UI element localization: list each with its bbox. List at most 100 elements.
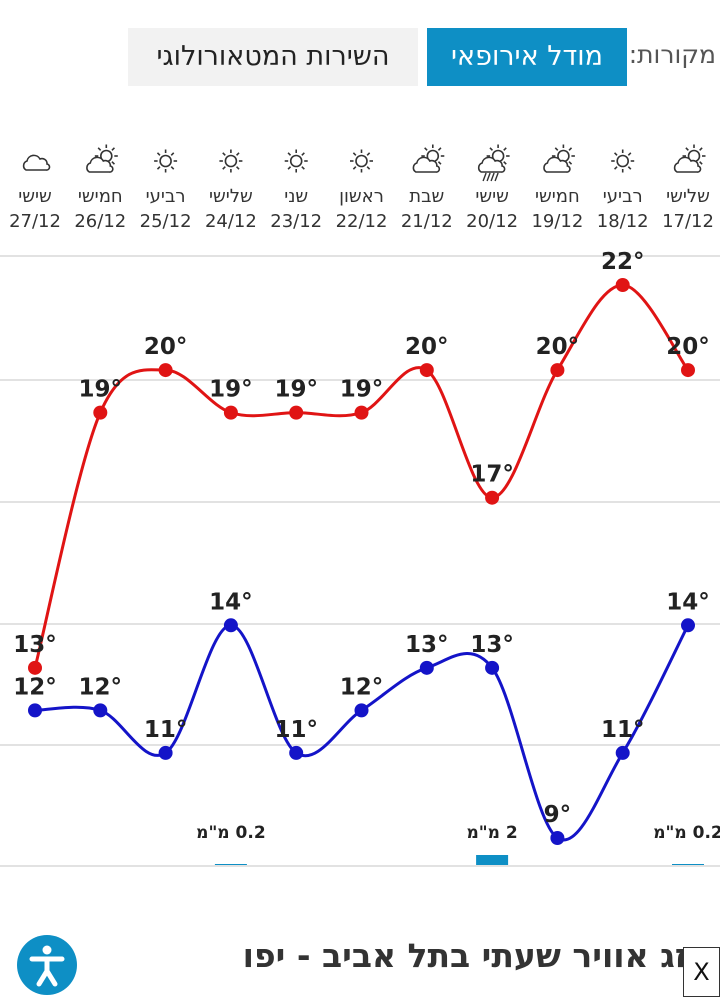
high-label: 19° [340, 377, 384, 403]
day-icon [154, 149, 178, 173]
icon-ray [614, 152, 618, 156]
high-label: 22° [601, 249, 645, 275]
high-label: 17° [470, 462, 514, 488]
accessibility-button[interactable] [17, 935, 77, 995]
low-point [419, 660, 434, 675]
icon-cloud [86, 156, 114, 173]
low-label: 13° [470, 632, 514, 658]
icon-rain [486, 172, 491, 182]
tab-active[interactable]: מודל אירופאי [427, 28, 627, 86]
low-point [289, 745, 304, 760]
accessibility-head [42, 945, 52, 955]
low-label: 9° [544, 802, 572, 828]
day-icon [412, 144, 445, 173]
day-date: 18/12 [597, 211, 649, 232]
day-icon [22, 154, 51, 171]
icon-ray [222, 166, 226, 170]
low-label: 14° [209, 589, 253, 615]
high-point [93, 405, 108, 420]
day-name: רביעי [146, 186, 186, 207]
day-date: 17/12 [662, 211, 714, 232]
high-point [158, 363, 173, 378]
high-label: 20° [536, 334, 580, 360]
icon-ray [685, 147, 689, 151]
day-date: 22/12 [336, 211, 388, 232]
icon-ray [352, 166, 357, 170]
high-point [615, 278, 630, 292]
low-label: 14° [666, 589, 710, 615]
low-label: 12° [340, 674, 384, 700]
low-point [93, 703, 108, 718]
day-name: חמישי [78, 186, 123, 207]
day-date: 20/12 [466, 211, 518, 232]
high-point [223, 405, 238, 420]
icon-ray [156, 166, 161, 170]
icon-ray [235, 152, 240, 156]
day-icon [543, 144, 575, 173]
high-point [28, 660, 42, 675]
icon-ray [235, 166, 240, 170]
icon-sun [289, 154, 303, 168]
icon-ray [568, 147, 573, 151]
low-label: 12° [79, 674, 123, 700]
icon-ray [424, 147, 428, 151]
day-date: 21/12 [401, 211, 453, 232]
low-label: 11° [601, 717, 645, 743]
icon-ray [699, 147, 703, 151]
high-label: 13° [13, 632, 57, 658]
icon-ray [366, 166, 371, 170]
low-label: 11° [144, 717, 188, 743]
icon-ray [489, 147, 494, 151]
day-name: חמישי [535, 186, 580, 207]
icon-ray [699, 161, 703, 165]
icon-ray [111, 161, 115, 165]
low-point [681, 618, 695, 633]
day-name: שישי [18, 186, 52, 207]
icon-ray [97, 147, 102, 151]
day-name: שלישי [209, 186, 253, 207]
icon-rain [490, 172, 495, 182]
day-name: רביעי [603, 186, 643, 207]
high-point [681, 363, 695, 378]
high-label: 19° [274, 377, 318, 403]
close-button[interactable]: X [683, 947, 720, 997]
icon-ray [156, 152, 161, 156]
precip-bar [476, 855, 509, 865]
icon-ray [352, 152, 357, 156]
icon-cloud [673, 156, 702, 173]
day-date: 25/12 [140, 211, 192, 232]
icon-rain [494, 172, 499, 182]
day-icon [477, 144, 510, 182]
tab[interactable]: השירות המטאורולוגי [128, 28, 418, 86]
low-label: 11° [274, 717, 318, 743]
icon-ray [111, 147, 115, 151]
high-label: 20° [405, 334, 449, 360]
day-date: 27/12 [9, 211, 61, 232]
high-label: 20° [666, 334, 710, 360]
day-name: שישי [475, 186, 509, 207]
low-point [485, 660, 500, 675]
icon-ray [503, 147, 507, 151]
precip-label: 2 מ"מ [466, 823, 517, 843]
forecast-chart: שלישי 17/12 רביעי 18/12 חמישי 19/12 שישי 20/12 ש… [0, 144, 720, 867]
day-date: 23/12 [270, 211, 322, 232]
icon-ray [627, 152, 632, 156]
day-name: שני [284, 186, 308, 207]
icon-ray [170, 152, 175, 156]
high-label: 20° [144, 334, 188, 360]
icon-ray [437, 161, 442, 165]
icon-ray [627, 166, 632, 170]
icon-ray [503, 161, 507, 165]
icon-ray [301, 152, 305, 156]
low-point [354, 703, 369, 718]
high-line [33, 283, 690, 669]
day-date: 24/12 [205, 211, 257, 232]
precip-label: 0.2 מ"מ [196, 823, 266, 843]
icon-sun [224, 154, 238, 168]
low-point [28, 703, 42, 718]
precip-label: 0.2 מ"מ [653, 823, 720, 843]
section-title: מזג אוויר שעתי בתל אביב - יפו [242, 936, 712, 975]
icon-ray [222, 152, 226, 156]
day-icon [284, 149, 308, 173]
